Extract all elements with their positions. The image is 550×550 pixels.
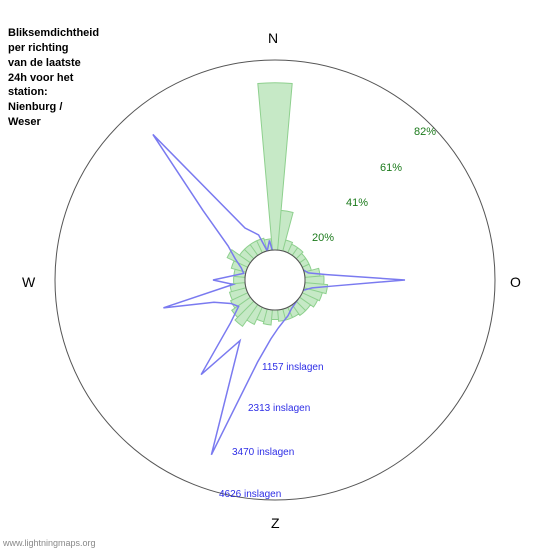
pct-label: 61% bbox=[380, 162, 402, 174]
title-line: 24h voor het bbox=[8, 71, 99, 86]
chart-container: Bliksemdichtheid per richting van de laa… bbox=[0, 0, 550, 550]
strike-label: 4626 inslagen bbox=[219, 489, 281, 500]
strike-label: 3470 inslagen bbox=[232, 447, 294, 458]
title-line: van de laatste bbox=[8, 56, 99, 71]
pct-label: 82% bbox=[414, 126, 436, 138]
title-line: per richting bbox=[8, 41, 99, 56]
dir-label-n: N bbox=[268, 30, 278, 46]
strike-label: 2313 inslagen bbox=[248, 403, 310, 414]
title-line: Weser bbox=[8, 115, 99, 130]
chart-title: Bliksemdichtheid per richting van de laa… bbox=[8, 26, 99, 130]
center-hole bbox=[245, 250, 305, 310]
strike-label: 1157 inslagen bbox=[262, 362, 324, 373]
dir-label-s: Z bbox=[271, 515, 280, 531]
title-line: Bliksemdichtheid bbox=[8, 26, 99, 41]
pct-label: 20% bbox=[312, 232, 334, 244]
title-line: station: bbox=[8, 85, 99, 100]
title-line: Nienburg / bbox=[8, 100, 99, 115]
pct-label: 41% bbox=[346, 197, 368, 209]
dir-label-e: O bbox=[510, 274, 521, 290]
dir-label-w: W bbox=[22, 274, 35, 290]
attribution: www.lightningmaps.org bbox=[3, 538, 96, 548]
